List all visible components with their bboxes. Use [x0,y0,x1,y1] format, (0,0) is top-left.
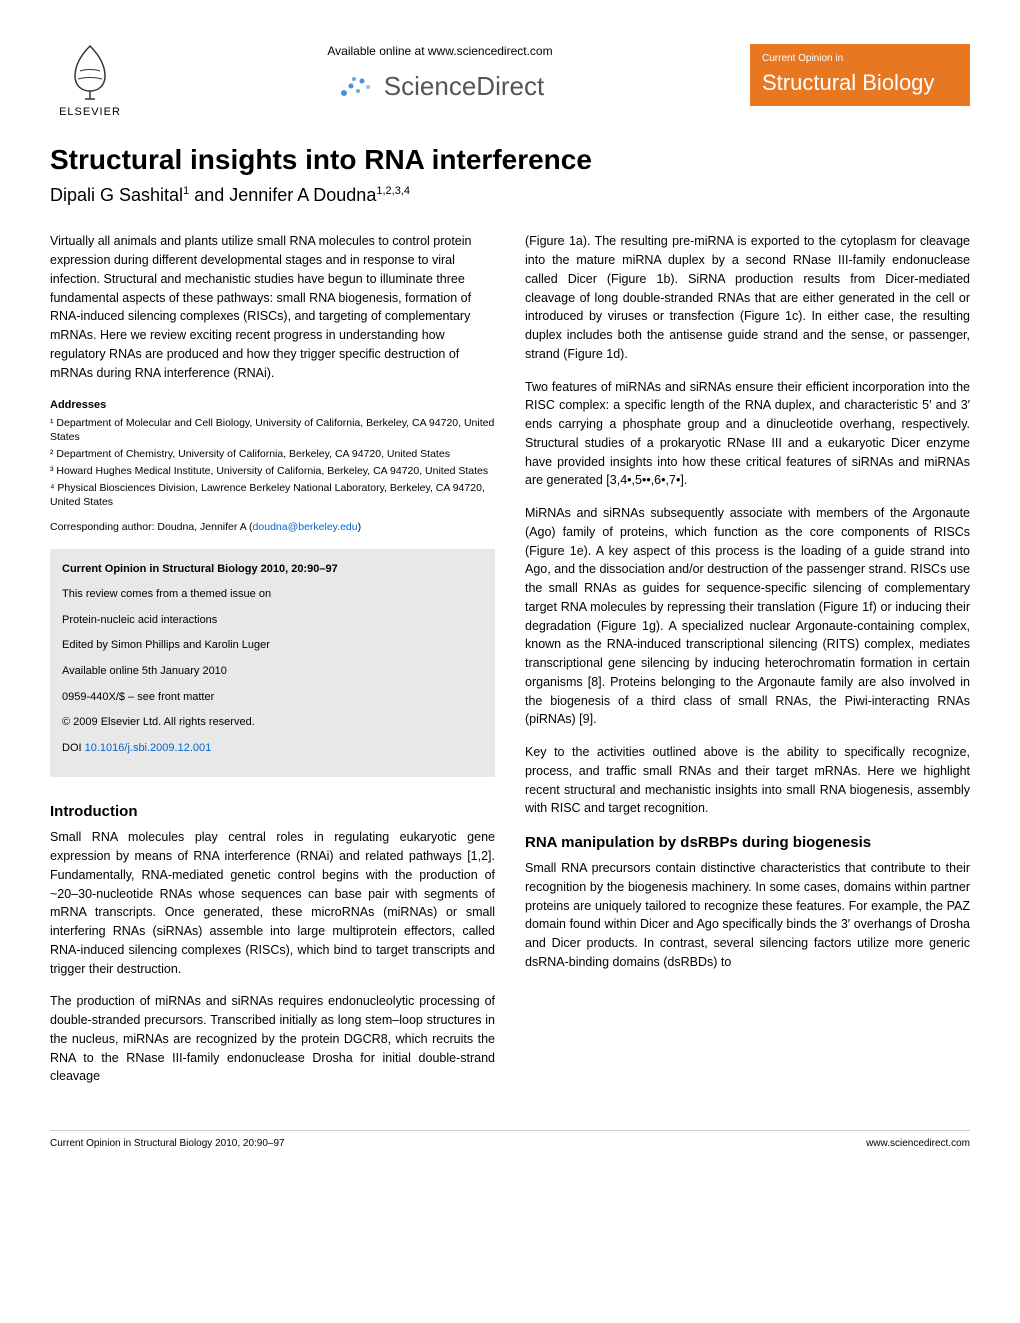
author-1: Dipali G Sashital [50,185,183,205]
col2-paragraph-3: MiRNAs and siRNAs subsequently associate… [525,504,970,729]
footer-right: www.sciencedirect.com [866,1137,970,1151]
sciencedirect-icon [336,71,376,101]
elsevier-logo: ELSEVIER [50,30,130,120]
intro-paragraph-2a: The production of miRNAs and siRNAs requ… [50,992,495,1086]
infobox-copyright: © 2009 Elsevier Ltd. All rights reserved… [62,714,483,732]
infobox-themed3: Edited by Simon Phillips and Karolin Lug… [62,637,483,655]
journal-badge-main: Structural Biology [762,68,958,99]
journal-badge-top: Current Opinion in [762,52,958,66]
address-2: ² Department of Chemistry, University of… [50,447,495,462]
addresses-heading: Addresses [50,398,495,413]
left-column: Virtually all animals and plants utilize… [50,232,495,1100]
corresponding-author: Corresponding author: Doudna, Jennifer A… [50,520,495,535]
intro-paragraph-1: Small RNA molecules play central roles i… [50,828,495,978]
doi-link[interactable]: 10.1016/j.sbi.2009.12.001 [85,742,212,754]
page-footer: Current Opinion in Structural Biology 20… [50,1130,970,1151]
article-title: Structural insights into RNA interferenc… [50,140,970,179]
col2-paragraph-4: Key to the activities outlined above is … [525,743,970,818]
address-3: ³ Howard Hughes Medical Institute, Unive… [50,464,495,479]
rna-paragraph-1: Small RNA precursors contain distinctive… [525,859,970,972]
right-column: (Figure 1a). The resulting pre-miRNA is … [525,232,970,1100]
author-2-affil: 1,2,3,4 [376,185,410,197]
two-column-layout: Virtually all animals and plants utilize… [50,232,970,1100]
elsevier-tree-icon [60,41,120,101]
journal-badge: Current Opinion in Structural Biology [750,44,970,107]
citation-info-box: Current Opinion in Structural Biology 20… [50,549,495,778]
infobox-themed2: Protein-nucleic acid interactions [62,612,483,630]
infobox-citation: Current Opinion in Structural Biology 20… [62,561,483,579]
intro-paragraph-2b: (Figure 1a). The resulting pre-miRNA is … [525,232,970,363]
sciencedirect-brand: ScienceDirect [336,68,544,104]
available-online-text: Available online at www.sciencedirect.co… [130,43,750,60]
sciencedirect-text: ScienceDirect [384,68,544,104]
article-authors: Dipali G Sashital1 and Jennifer A Doudna… [50,183,970,208]
header-center: Available online at www.sciencedirect.co… [130,43,750,106]
col2-paragraph-2: Two features of miRNAs and siRNAs ensure… [525,378,970,491]
infobox-themed1: This review comes from a themed issue on [62,586,483,604]
elsevier-label: ELSEVIER [59,105,121,120]
introduction-heading: Introduction [50,801,495,822]
address-1: ¹ Department of Molecular and Cell Biolo… [50,416,495,445]
page-header: ELSEVIER Available online at www.science… [50,30,970,120]
address-4: ⁴ Physical Biosciences Division, Lawrenc… [50,481,495,510]
corresponding-label: Corresponding author: Doudna, Jennifer A… [50,521,253,533]
corresponding-email-link[interactable]: doudna@berkeley.edu [253,521,358,533]
infobox-available: Available online 5th January 2010 [62,663,483,681]
infobox-doi: DOI 10.1016/j.sbi.2009.12.001 [62,740,483,758]
author-2: and Jennifer A Doudna [189,185,376,205]
infobox-issn: 0959-440X/$ – see front matter [62,689,483,707]
abstract-text: Virtually all animals and plants utilize… [50,232,495,382]
corresponding-close: ) [358,521,362,533]
rna-section-heading: RNA manipulation by dsRBPs during biogen… [525,832,970,853]
footer-left: Current Opinion in Structural Biology 20… [50,1137,285,1151]
